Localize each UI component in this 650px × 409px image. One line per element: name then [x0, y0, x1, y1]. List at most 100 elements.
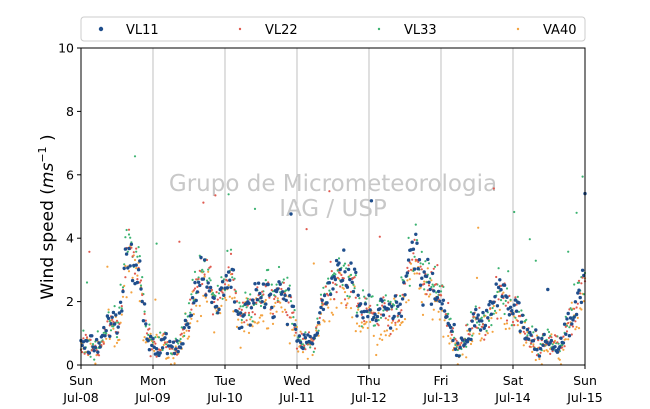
point-vl11 — [499, 288, 503, 292]
point-va40 — [550, 333, 553, 336]
point-vl11 — [414, 232, 418, 236]
point-vl11 — [474, 307, 478, 312]
point-vl11 — [255, 298, 260, 302]
point-va40 — [225, 298, 228, 302]
point-va40 — [263, 300, 266, 303]
point-vl22 — [149, 355, 152, 358]
point-vl33 — [433, 265, 437, 268]
y-tick-label: 4 — [66, 231, 74, 246]
point-vl22 — [483, 338, 486, 341]
point-vl22 — [334, 283, 337, 286]
point-vl11 — [457, 354, 461, 358]
point-vl22 — [273, 297, 276, 301]
point-vl11 — [172, 351, 177, 356]
point-va40 — [261, 314, 264, 317]
point-va40 — [232, 310, 235, 313]
point-vl33 — [525, 318, 528, 321]
point-vl33 — [454, 343, 457, 346]
point-vl11 — [93, 345, 98, 350]
point-vl33 — [343, 262, 347, 265]
point-vl33 — [517, 310, 521, 313]
point-vl11 — [440, 302, 444, 306]
point-vl11 — [254, 288, 258, 292]
point-vl22 — [413, 238, 416, 241]
point-vl11 — [358, 302, 363, 306]
point-vl11 — [498, 278, 502, 282]
point-vl22 — [561, 346, 564, 349]
point-va40 — [475, 276, 479, 279]
point-vl11 — [199, 255, 203, 260]
point-va40 — [288, 342, 291, 345]
point-vl22 — [214, 194, 217, 197]
point-vl11 — [396, 304, 400, 308]
point-vl33 — [577, 281, 581, 284]
point-vl33 — [161, 348, 164, 352]
point-vl11 — [352, 267, 357, 271]
point-vl11 — [301, 346, 305, 351]
point-va40 — [125, 296, 128, 299]
point-vl11 — [426, 257, 430, 262]
point-vl33 — [189, 311, 192, 314]
point-vl33 — [202, 270, 205, 273]
point-va40 — [491, 330, 494, 333]
point-vl11 — [579, 300, 584, 305]
point-va40 — [543, 349, 546, 352]
point-vl33 — [143, 310, 146, 313]
point-vl33 — [499, 299, 503, 302]
point-vl11 — [276, 287, 280, 291]
point-vl11 — [366, 314, 370, 319]
point-vl11 — [574, 312, 579, 317]
point-vl22 — [472, 315, 475, 318]
point-vl11 — [316, 320, 321, 325]
point-vl33 — [431, 283, 434, 286]
point-vl11 — [136, 268, 141, 272]
point-vl22 — [478, 306, 481, 309]
y-axis-label-exponent: −1 — [36, 146, 49, 162]
point-vl11 — [166, 344, 171, 348]
point-va40 — [346, 302, 349, 305]
point-vl11 — [164, 332, 168, 336]
point-vl11 — [372, 315, 376, 320]
point-vl33 — [207, 268, 210, 271]
point-vl33 — [144, 325, 147, 328]
point-vl11 — [493, 295, 497, 299]
point-vl33 — [419, 262, 422, 265]
point-vl33 — [387, 300, 390, 303]
point-vl11 — [134, 263, 138, 267]
point-vl11 — [294, 327, 298, 331]
plot-frame — [80, 47, 586, 366]
point-va40 — [108, 337, 111, 340]
point-vl22 — [223, 283, 227, 286]
point-vl22 — [271, 312, 275, 315]
point-vl11 — [144, 322, 148, 326]
x-tick-label-date: Jul-10 — [206, 390, 243, 405]
point-va40 — [465, 356, 468, 359]
point-vl22 — [564, 325, 567, 328]
point-vl11 — [224, 273, 228, 278]
point-va40 — [535, 334, 539, 337]
point-vl33 — [193, 270, 197, 273]
point-vl22 — [97, 354, 101, 357]
point-vl11 — [160, 346, 165, 350]
point-vl22 — [325, 292, 329, 295]
point-vl11 — [130, 278, 135, 283]
point-vl11 — [411, 247, 416, 251]
point-va40 — [358, 325, 361, 328]
point-vl22 — [378, 235, 381, 238]
point-vl22 — [397, 319, 401, 322]
point-vl22 — [330, 270, 333, 273]
point-vl22 — [581, 276, 584, 279]
point-vl11 — [270, 305, 274, 310]
point-vl11 — [553, 345, 557, 349]
point-vl11 — [394, 300, 399, 304]
point-vl11 — [274, 289, 279, 294]
point-va40 — [183, 331, 186, 334]
point-vl11 — [405, 271, 410, 275]
point-vl33 — [112, 325, 115, 328]
point-va40 — [430, 279, 433, 282]
point-vl22 — [411, 258, 414, 261]
point-vl22 — [132, 251, 135, 254]
point-vl11 — [124, 252, 129, 256]
point-va40 — [315, 329, 318, 332]
point-va40 — [576, 316, 579, 319]
